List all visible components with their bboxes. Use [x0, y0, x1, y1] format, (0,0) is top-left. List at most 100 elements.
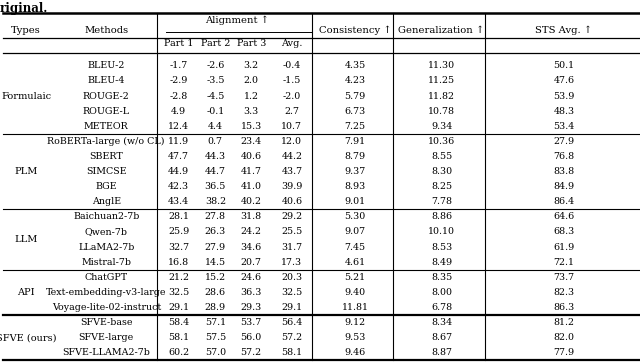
Text: 8.35: 8.35 [431, 273, 452, 282]
Text: 9.12: 9.12 [344, 318, 366, 327]
Text: Methods: Methods [84, 26, 128, 35]
Text: 29.3: 29.3 [241, 303, 262, 312]
Text: SFVE (ours): SFVE (ours) [0, 333, 56, 342]
Text: 5.30: 5.30 [344, 212, 366, 221]
Text: 4.9: 4.9 [171, 107, 186, 116]
Text: 86.4: 86.4 [553, 197, 575, 206]
Text: 39.9: 39.9 [281, 182, 303, 191]
Text: 58.1: 58.1 [168, 333, 189, 342]
Text: -4.5: -4.5 [206, 91, 225, 100]
Text: 2.7: 2.7 [284, 107, 300, 116]
Text: -0.1: -0.1 [206, 107, 225, 116]
Text: 34.6: 34.6 [241, 242, 262, 252]
Text: 60.2: 60.2 [168, 348, 189, 357]
Text: 17.3: 17.3 [281, 258, 303, 267]
Text: 20.3: 20.3 [281, 273, 303, 282]
Text: 8.79: 8.79 [344, 152, 366, 161]
Text: 31.8: 31.8 [241, 212, 262, 221]
Text: 15.3: 15.3 [241, 122, 262, 131]
Text: LLaMA2-7b: LLaMA2-7b [78, 242, 134, 252]
Text: 27.9: 27.9 [205, 242, 226, 252]
Text: Alignment ↑: Alignment ↑ [205, 16, 269, 25]
Text: Voyage-lite-02-instruct: Voyage-lite-02-instruct [52, 303, 161, 312]
Text: 8.87: 8.87 [431, 348, 452, 357]
Text: ROUGE-L: ROUGE-L [83, 107, 130, 116]
Text: Avg.: Avg. [281, 39, 303, 48]
Text: riginal.: riginal. [0, 2, 49, 15]
Text: 4.4: 4.4 [208, 122, 223, 131]
Text: BLEU-4: BLEU-4 [88, 76, 125, 86]
Text: 73.7: 73.7 [553, 273, 575, 282]
Text: 8.30: 8.30 [431, 167, 452, 176]
Text: 58.4: 58.4 [168, 318, 189, 327]
Text: AnglE: AnglE [92, 197, 121, 206]
Text: PLM: PLM [15, 167, 38, 176]
Text: 7.25: 7.25 [344, 122, 366, 131]
Text: Formulaic: Formulaic [1, 91, 51, 100]
Text: 56.0: 56.0 [241, 333, 262, 342]
Text: 2.0: 2.0 [244, 76, 259, 86]
Text: -2.0: -2.0 [283, 91, 301, 100]
Text: 43.4: 43.4 [168, 197, 189, 206]
Text: 8.25: 8.25 [431, 182, 452, 191]
Text: Part 1: Part 1 [164, 39, 193, 48]
Text: 36.3: 36.3 [241, 288, 262, 297]
Text: 57.1: 57.1 [205, 318, 226, 327]
Text: 57.0: 57.0 [205, 348, 226, 357]
Text: 11.25: 11.25 [428, 76, 455, 86]
Text: 8.86: 8.86 [431, 212, 452, 221]
Text: 50.1: 50.1 [553, 61, 575, 70]
Text: 77.9: 77.9 [553, 348, 575, 357]
Text: 10.10: 10.10 [428, 228, 455, 237]
Text: 61.9: 61.9 [553, 242, 575, 252]
Text: 57.2: 57.2 [241, 348, 262, 357]
Text: 42.3: 42.3 [168, 182, 189, 191]
Text: 64.6: 64.6 [553, 212, 575, 221]
Text: 23.4: 23.4 [241, 137, 262, 146]
Text: ChatGPT: ChatGPT [84, 273, 128, 282]
Text: 58.1: 58.1 [281, 348, 303, 357]
Text: ROUGE-2: ROUGE-2 [83, 91, 130, 100]
Text: 27.8: 27.8 [205, 212, 226, 221]
Text: 47.6: 47.6 [553, 76, 575, 86]
Text: 24.2: 24.2 [241, 228, 262, 237]
Text: 7.91: 7.91 [344, 137, 366, 146]
Text: 16.8: 16.8 [168, 258, 189, 267]
Text: -2.8: -2.8 [170, 91, 188, 100]
Text: -3.5: -3.5 [206, 76, 225, 86]
Text: 3.3: 3.3 [244, 107, 259, 116]
Text: 47.7: 47.7 [168, 152, 189, 161]
Text: 40.6: 40.6 [281, 197, 303, 206]
Text: 36.5: 36.5 [205, 182, 226, 191]
Text: 11.30: 11.30 [428, 61, 455, 70]
Text: 44.9: 44.9 [168, 167, 189, 176]
Text: 32.7: 32.7 [168, 242, 189, 252]
Text: 8.49: 8.49 [431, 258, 452, 267]
Text: 8.67: 8.67 [431, 333, 452, 342]
Text: 53.7: 53.7 [241, 318, 262, 327]
Text: 28.1: 28.1 [168, 212, 189, 221]
Text: 9.53: 9.53 [344, 333, 366, 342]
Text: 32.5: 32.5 [168, 288, 189, 297]
Text: -1.5: -1.5 [283, 76, 301, 86]
Text: 7.78: 7.78 [431, 197, 452, 206]
Text: Qwen-7b: Qwen-7b [84, 228, 128, 237]
Text: 6.78: 6.78 [431, 303, 452, 312]
Text: 29.1: 29.1 [168, 303, 189, 312]
Text: 8.55: 8.55 [431, 152, 452, 161]
Text: 29.1: 29.1 [281, 303, 303, 312]
Text: 38.2: 38.2 [205, 197, 226, 206]
Text: 44.3: 44.3 [205, 152, 226, 161]
Text: 9.46: 9.46 [344, 348, 366, 357]
Text: 15.2: 15.2 [205, 273, 226, 282]
Text: 82.0: 82.0 [554, 333, 574, 342]
Text: 11.81: 11.81 [342, 303, 369, 312]
Text: 29.2: 29.2 [281, 212, 303, 221]
Text: 0.7: 0.7 [208, 137, 223, 146]
Text: Mistral-7b: Mistral-7b [81, 258, 131, 267]
Text: SFVE-base: SFVE-base [80, 318, 132, 327]
Text: Baichuan2-7b: Baichuan2-7b [73, 212, 140, 221]
Text: 9.01: 9.01 [344, 197, 366, 206]
Text: LLM: LLM [15, 235, 38, 244]
Text: -1.7: -1.7 [170, 61, 188, 70]
